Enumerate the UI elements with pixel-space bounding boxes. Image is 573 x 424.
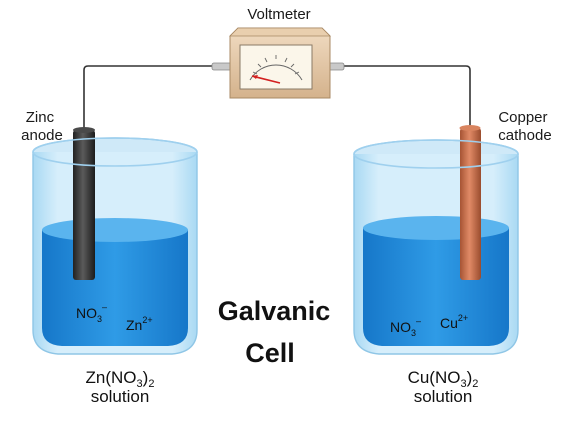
left-solution-word: solution <box>91 387 150 406</box>
title-line-1: Galvanic <box>218 296 331 326</box>
copper-label: Copper <box>498 109 547 126</box>
right-formula-subscript: 3 <box>460 378 466 390</box>
right-nitrate-ion: NO3– <box>390 316 421 338</box>
right-formula-part-b: ) <box>467 368 473 387</box>
copper-cathode-label: Copper cathode <box>498 109 551 144</box>
title-line-2: Cell <box>245 338 295 368</box>
left-beaker-front-rim <box>32 137 198 167</box>
right-formula-subscript-2: 2 <box>472 378 478 390</box>
left-formula-subscript-2: 2 <box>148 378 154 390</box>
left-solution-surface <box>42 218 188 242</box>
zinc-ion-base: Zn <box>126 317 142 333</box>
anode-label: anode <box>21 127 63 144</box>
right-nitrate-base: NO <box>390 319 411 335</box>
voltmeter: Voltmeter <box>211 6 345 99</box>
left-formula-part-a: Zn(NO <box>86 368 137 387</box>
voltmeter-label: Voltmeter <box>247 6 310 23</box>
zinc-electrode <box>73 130 95 280</box>
right-beaker <box>353 125 519 355</box>
right-solution <box>363 228 509 346</box>
right-beaker-front-rim <box>353 139 519 169</box>
left-zinc-ion: Zn2+ <box>126 315 153 333</box>
voltmeter-ticks <box>252 55 300 75</box>
left-solution-formula: Zn(NO3)2 <box>86 368 155 390</box>
right-nitrate-subscript: 3 <box>411 328 416 338</box>
left-nitrate-subscript: 3 <box>97 314 102 324</box>
voltmeter-scale-arc <box>249 64 303 81</box>
zinc-label: Zinc <box>26 109 55 126</box>
right-solution-word: solution <box>414 387 473 406</box>
left-beaker <box>32 127 198 355</box>
cathode-label: cathode <box>498 127 551 144</box>
right-nitrate-charge: – <box>416 316 421 326</box>
left-nitrate-charge: – <box>102 302 107 312</box>
zinc-anode-label: Zinc anode <box>21 109 63 144</box>
left-formula-subscript: 3 <box>137 378 143 390</box>
right-copper-ion: Cu2+ <box>440 313 468 331</box>
wire-left <box>83 65 214 130</box>
left-formula-part-b: ) <box>143 368 149 387</box>
right-solution-surface <box>363 216 509 240</box>
left-solution <box>42 230 188 346</box>
copper-electrode <box>460 128 481 280</box>
right-solution-formula: Cu(NO3)2 <box>408 368 479 390</box>
left-nitrate-base: NO <box>76 305 97 321</box>
voltmeter-terminal-left <box>211 62 233 71</box>
wire-right <box>342 65 471 130</box>
copper-ion-base: Cu <box>440 315 458 331</box>
zinc-ion-charge: 2+ <box>142 315 152 325</box>
copper-ion-charge: 2+ <box>458 313 468 323</box>
left-nitrate-ion: NO3– <box>76 302 107 324</box>
right-formula-part-a: Cu(NO <box>408 368 461 387</box>
